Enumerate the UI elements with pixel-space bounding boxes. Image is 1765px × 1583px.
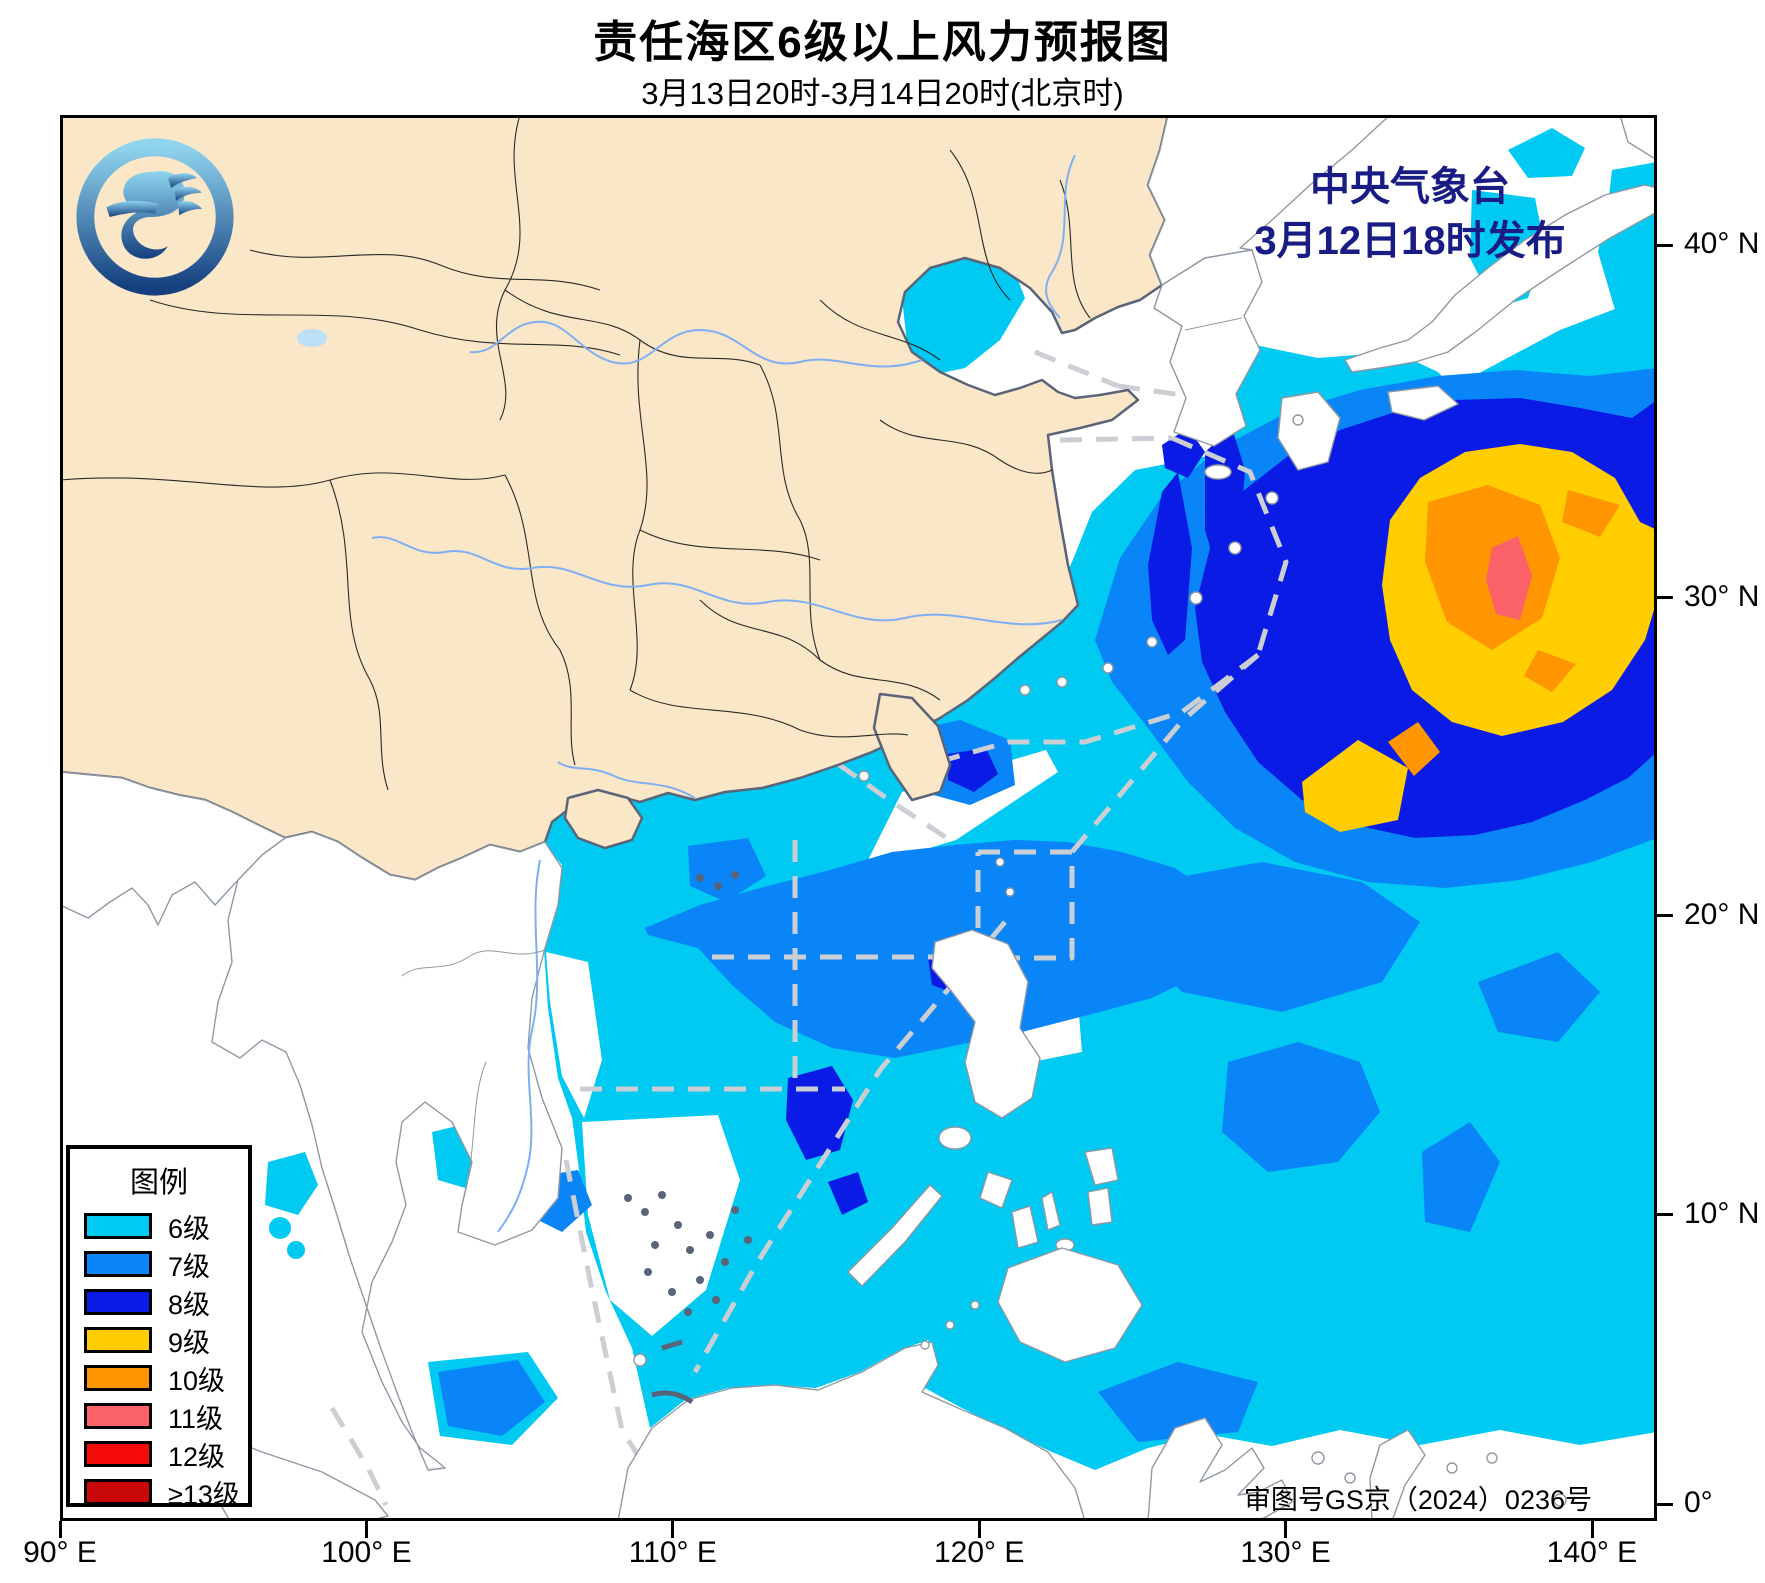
land-foreign	[60, 115, 1657, 1521]
legend-swatch	[84, 1213, 152, 1239]
legend-item: 10级	[70, 1359, 248, 1397]
cma-logo	[74, 136, 236, 298]
x-axis-label: 90° E	[23, 1536, 97, 1569]
y-axis-label: 30° N	[1684, 579, 1760, 613]
y-axis-label: 20° N	[1684, 897, 1760, 931]
legend-swatch	[84, 1403, 152, 1429]
wind-layer-11	[1486, 536, 1532, 620]
y-axis-tick	[1657, 596, 1673, 600]
y-axis-tick	[1657, 1502, 1673, 1506]
legend-label: 6级	[168, 1213, 211, 1244]
legend-title: 图例	[129, 1167, 188, 1199]
y-axis-label: 10° N	[1684, 1196, 1760, 1230]
x-axis-label: 100° E	[321, 1536, 412, 1569]
legend-item: 9级	[70, 1321, 248, 1359]
x-axis-tick	[977, 1521, 981, 1538]
legend-label: 9级	[168, 1327, 211, 1358]
map-viewport	[60, 115, 1657, 1521]
legend-swatch	[84, 1365, 152, 1391]
publisher-issue-time: 3月12日18时发布	[1254, 219, 1566, 263]
publisher-name: 中央气象台	[1310, 165, 1510, 209]
map-approval-number: 审图号GS京（2024）0236号	[1243, 1485, 1592, 1515]
legend-items: 6级 7级 8级 9级 10级 11级 12级 ≥13级	[70, 1207, 248, 1511]
legend-label: 10级	[168, 1365, 226, 1396]
y-axis-tick	[1657, 1213, 1673, 1217]
cma-logo-icon	[76, 138, 234, 296]
x-axis-tick	[58, 1521, 62, 1538]
foreign-borders	[401, 317, 1243, 1206]
map-canvas	[60, 115, 1657, 1521]
legend-label: 8级	[168, 1289, 211, 1320]
legend-swatch	[84, 1251, 152, 1277]
publisher-stamp: 中央气象台 3月12日18时发布	[1160, 160, 1660, 268]
legend: 图例 6级 7级 8级 9级 10级 11级 12级 ≥13级	[66, 1145, 252, 1510]
y-axis-label: 40° N	[1684, 227, 1760, 261]
legend-item: 11级	[70, 1397, 248, 1435]
legend-item: 7级	[70, 1245, 248, 1283]
x-axis-label: 110° E	[628, 1536, 717, 1569]
legend-item: ≥13级	[70, 1473, 248, 1511]
qinghai-lake	[297, 329, 327, 347]
province-boundaries	[60, 115, 1091, 791]
page-title: 责任海区6级以上风力预报图	[593, 18, 1172, 67]
legend-item: 12级	[70, 1435, 248, 1473]
x-axis-label: 140° E	[1546, 1536, 1638, 1569]
x-axis-tick	[1590, 1521, 1594, 1538]
page-subtitle: 3月13日20时-3月14日20时(北京时)	[641, 76, 1124, 111]
legend-label: ≥13级	[168, 1479, 240, 1510]
legend-label: 7级	[168, 1251, 211, 1282]
y-axis-label: 0°	[1684, 1486, 1713, 1519]
land-china	[60, 115, 1170, 882]
y-axis-tick	[1657, 914, 1673, 918]
legend-label: 11级	[168, 1403, 224, 1434]
y-axis-tick	[1657, 243, 1673, 247]
legend-label: 12级	[168, 1441, 226, 1472]
x-axis-label: 130° E	[1240, 1536, 1331, 1569]
legend-item: 6级	[70, 1207, 248, 1245]
legend-item: 8级	[70, 1283, 248, 1321]
x-axis-tick	[1284, 1521, 1288, 1538]
x-axis-tick	[364, 1521, 368, 1538]
legend-swatch	[84, 1289, 152, 1315]
x-axis-tick	[671, 1521, 675, 1538]
legend-swatch	[84, 1327, 152, 1353]
legend-swatch	[84, 1479, 152, 1505]
legend-swatch	[84, 1441, 152, 1467]
rivers	[371, 154, 1076, 1233]
reef-dots	[624, 871, 752, 1405]
x-axis-label: 120° E	[933, 1536, 1025, 1569]
